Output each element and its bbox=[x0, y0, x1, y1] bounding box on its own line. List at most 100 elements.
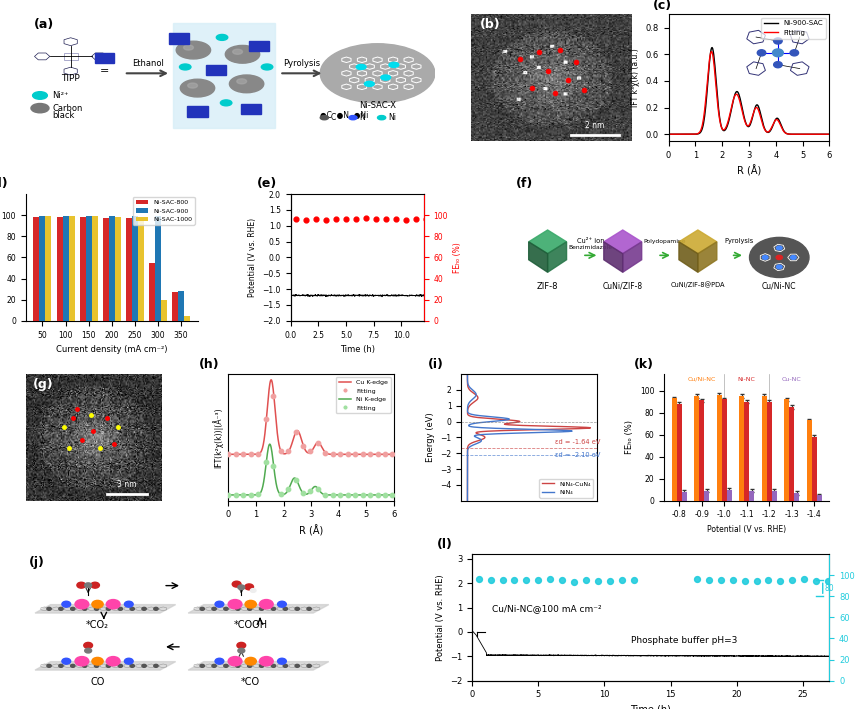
Circle shape bbox=[184, 45, 193, 50]
Circle shape bbox=[271, 608, 275, 610]
Circle shape bbox=[236, 664, 240, 667]
Polygon shape bbox=[604, 230, 642, 254]
Fitting bbox=[663, 130, 674, 138]
Bar bbox=[727, 490, 732, 501]
Point bbox=[378, 489, 392, 501]
Point bbox=[714, 574, 728, 586]
Text: (j): (j) bbox=[29, 557, 44, 569]
Circle shape bbox=[106, 664, 110, 667]
Circle shape bbox=[259, 657, 274, 666]
Polygon shape bbox=[188, 605, 329, 613]
Point bbox=[326, 449, 339, 460]
Text: Phosphate buffer pH=3: Phosphate buffer pH=3 bbox=[631, 636, 737, 645]
Circle shape bbox=[271, 664, 275, 667]
Circle shape bbox=[130, 664, 134, 667]
Circle shape bbox=[776, 246, 782, 250]
Circle shape bbox=[238, 648, 245, 653]
X-axis label: Time (h): Time (h) bbox=[339, 345, 374, 354]
Text: (e): (e) bbox=[257, 177, 278, 190]
Polygon shape bbox=[528, 242, 547, 272]
Circle shape bbox=[321, 116, 328, 120]
Bar bbox=[762, 396, 767, 501]
Point bbox=[348, 449, 362, 460]
Circle shape bbox=[85, 583, 91, 588]
Text: (d): (d) bbox=[0, 177, 9, 190]
Point bbox=[304, 446, 317, 457]
Point bbox=[319, 214, 333, 225]
Legend: Cu K-edge, Fitting, Ni K-edge, Fitting: Cu K-edge, Fitting, Ni K-edge, Fitting bbox=[336, 377, 391, 413]
Circle shape bbox=[212, 664, 216, 667]
Circle shape bbox=[75, 657, 89, 666]
Bar bbox=[767, 401, 772, 501]
Point bbox=[319, 447, 333, 458]
Bar bbox=[138, 218, 144, 320]
Bar bbox=[172, 292, 178, 320]
Point bbox=[296, 440, 310, 451]
Circle shape bbox=[106, 657, 120, 666]
Circle shape bbox=[221, 100, 232, 106]
Point bbox=[627, 574, 640, 586]
Text: 2 nm: 2 nm bbox=[586, 121, 604, 130]
Circle shape bbox=[176, 41, 210, 59]
Circle shape bbox=[200, 664, 204, 667]
Circle shape bbox=[215, 601, 224, 607]
Polygon shape bbox=[679, 242, 698, 272]
Polygon shape bbox=[604, 242, 622, 272]
Circle shape bbox=[259, 608, 264, 610]
Point bbox=[296, 487, 310, 498]
Circle shape bbox=[238, 585, 245, 590]
Circle shape bbox=[791, 255, 796, 259]
Bar bbox=[39, 216, 45, 320]
Bar bbox=[80, 218, 86, 320]
Point bbox=[409, 213, 422, 225]
Ni-900-SAC bbox=[759, 123, 770, 132]
Text: Cu/Ni-NC: Cu/Ni-NC bbox=[762, 281, 797, 291]
Circle shape bbox=[216, 35, 227, 40]
Bar bbox=[784, 399, 789, 501]
Point bbox=[281, 483, 295, 494]
Bar bbox=[95, 53, 114, 63]
Point bbox=[603, 575, 616, 586]
Polygon shape bbox=[188, 661, 329, 670]
Point bbox=[333, 449, 347, 460]
Point bbox=[363, 449, 377, 460]
Circle shape bbox=[75, 600, 89, 609]
Polygon shape bbox=[240, 104, 261, 114]
Bar bbox=[173, 23, 275, 128]
Bar bbox=[62, 216, 68, 320]
Circle shape bbox=[200, 608, 204, 610]
Point bbox=[378, 449, 392, 460]
Legend: Ni-SAC-800, Ni-SAC-900, Ni-SAC-1000: Ni-SAC-800, Ni-SAC-900, Ni-SAC-1000 bbox=[133, 197, 195, 225]
Point bbox=[750, 576, 764, 587]
Bar bbox=[126, 218, 132, 320]
Point bbox=[326, 489, 339, 501]
Point bbox=[496, 574, 510, 586]
Point bbox=[349, 213, 363, 225]
Circle shape bbox=[47, 608, 51, 610]
Circle shape bbox=[380, 75, 391, 80]
Circle shape bbox=[106, 608, 110, 610]
Fitting bbox=[810, 130, 820, 138]
Bar bbox=[744, 401, 749, 501]
Bar bbox=[716, 395, 722, 501]
Circle shape bbox=[226, 45, 260, 63]
Point bbox=[341, 449, 355, 460]
Text: (b): (b) bbox=[480, 18, 500, 31]
Point bbox=[774, 575, 787, 586]
Circle shape bbox=[180, 64, 191, 70]
Point bbox=[389, 213, 403, 225]
Point bbox=[311, 484, 325, 495]
Circle shape bbox=[248, 664, 252, 667]
Polygon shape bbox=[206, 65, 226, 75]
Circle shape bbox=[125, 601, 133, 607]
Point bbox=[579, 574, 593, 586]
Circle shape bbox=[180, 79, 215, 97]
Circle shape bbox=[154, 664, 158, 667]
Circle shape bbox=[91, 657, 103, 665]
Point bbox=[259, 413, 273, 425]
Bar bbox=[45, 216, 51, 320]
Circle shape bbox=[85, 648, 91, 653]
Point bbox=[244, 449, 257, 460]
Y-axis label: FEₕₒ (%): FEₕₒ (%) bbox=[625, 420, 634, 454]
Circle shape bbox=[83, 608, 87, 610]
